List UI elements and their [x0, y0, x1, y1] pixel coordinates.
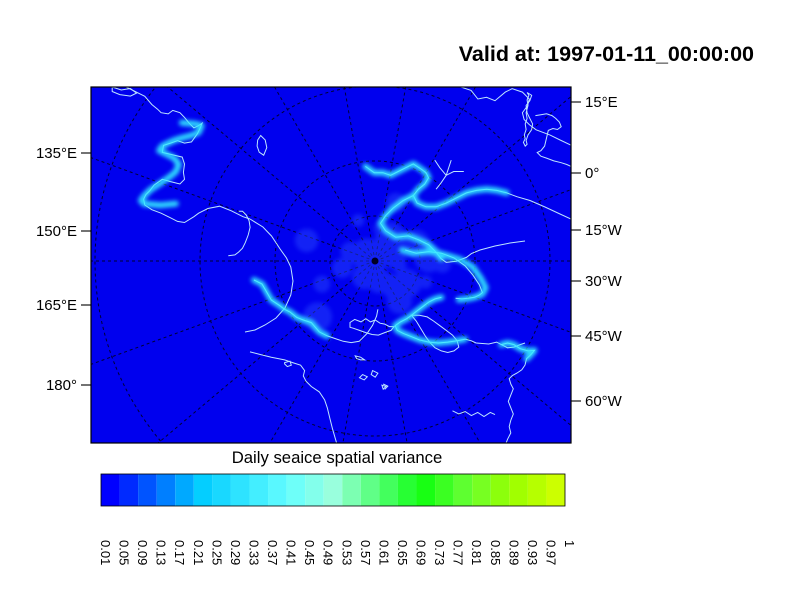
svg-text:0.45: 0.45 [302, 540, 317, 565]
svg-text:45°W: 45°W [585, 328, 623, 345]
svg-text:0.37: 0.37 [265, 540, 280, 565]
svg-text:Daily seaice spatial variance: Daily seaice spatial variance [232, 448, 443, 467]
svg-text:0.49: 0.49 [321, 540, 336, 565]
svg-text:0.05: 0.05 [117, 540, 132, 565]
svg-text:0.69: 0.69 [414, 540, 429, 565]
svg-text:0.25: 0.25 [209, 540, 224, 565]
svg-text:0.57: 0.57 [358, 540, 373, 565]
svg-text:0.93: 0.93 [525, 540, 540, 565]
svg-text:15°E: 15°E [585, 94, 618, 111]
svg-text:150°E: 150°E [36, 223, 77, 240]
svg-text:0.77: 0.77 [451, 540, 466, 565]
svg-text:0.13: 0.13 [154, 540, 169, 565]
svg-text:0.09: 0.09 [135, 540, 150, 565]
svg-text:0.85: 0.85 [488, 540, 503, 565]
svg-text:0.53: 0.53 [339, 540, 354, 565]
svg-text:0.73: 0.73 [432, 540, 447, 565]
svg-text:1: 1 [562, 540, 577, 547]
svg-text:0°: 0° [585, 165, 599, 182]
svg-text:0.89: 0.89 [506, 540, 521, 565]
svg-text:165°E: 165°E [36, 297, 77, 314]
svg-text:0.41: 0.41 [284, 540, 299, 565]
svg-text:0.01: 0.01 [98, 540, 113, 565]
svg-text:0.33: 0.33 [247, 540, 262, 565]
svg-text:0.29: 0.29 [228, 540, 243, 565]
svg-text:0.81: 0.81 [469, 540, 484, 565]
svg-text:30°W: 30°W [585, 273, 623, 290]
svg-text:135°E: 135°E [36, 145, 77, 162]
svg-text:15°W: 15°W [585, 222, 623, 239]
svg-text:0.97: 0.97 [543, 540, 558, 565]
svg-text:0.17: 0.17 [172, 540, 187, 565]
svg-text:0.65: 0.65 [395, 540, 410, 565]
svg-text:60°W: 60°W [585, 393, 623, 410]
svg-text:Valid at: 1997-01-11_00:00:00: Valid at: 1997-01-11_00:00:00 [459, 42, 754, 66]
svg-text:0.61: 0.61 [376, 540, 391, 565]
svg-text:0.21: 0.21 [191, 540, 206, 565]
svg-text:180°: 180° [46, 377, 77, 394]
